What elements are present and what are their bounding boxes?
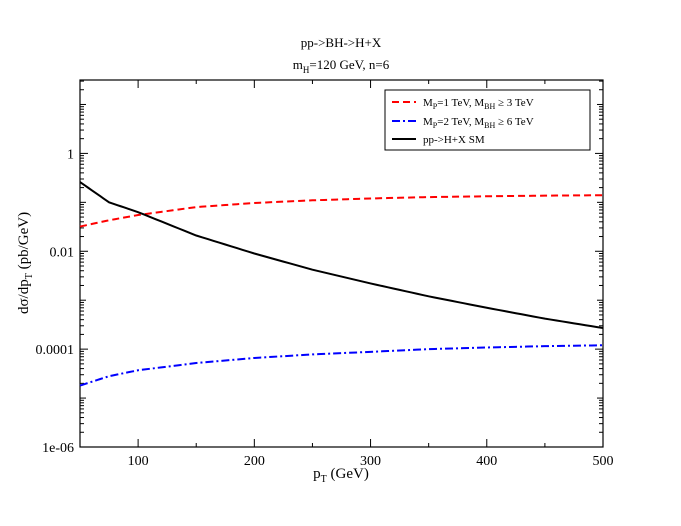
- legend: MP=1 TeV, MBH ≥ 3 TeV MP=2 TeV, MBH ≥ 6 …: [384, 89, 591, 151]
- y-tick-label: 0.01: [50, 245, 75, 260]
- series-group: [79, 181, 604, 387]
- legend-label-mp1: MP=1 TeV, MBH ≥ 3 TeV: [423, 97, 534, 111]
- x-tick-label: 400: [476, 454, 497, 469]
- x-axis-label: pT (GeV): [313, 466, 369, 485]
- x-tick-label: 300: [360, 454, 381, 469]
- x-tick-label: 500: [593, 454, 614, 469]
- y-tick-label: 0.0001: [36, 343, 75, 358]
- chart-subtitle: mH=120 GeV, n=6: [293, 57, 390, 75]
- chart-title: pp->BH->H+X: [301, 35, 382, 50]
- y-axis: 1e-06 0.0001 0.01 1: [36, 80, 603, 456]
- y-tick-label: 1: [67, 147, 74, 162]
- legend-box: [384, 89, 591, 151]
- x-axis: 100 200 300 400 500: [79, 80, 614, 469]
- legend-label-sm: pp->H+X SM: [423, 134, 485, 146]
- series-line-2: [79, 181, 604, 330]
- y-axis-label: dσ/dpT (pb/GeV): [16, 212, 35, 314]
- plot-frame: [79, 79, 604, 448]
- y-tick-label: 1e-06: [42, 441, 74, 456]
- x-tick-label: 200: [244, 454, 265, 469]
- x-tick-label: 100: [128, 454, 149, 469]
- legend-label-mp2: MP=2 TeV, MBH ≥ 6 TeV: [423, 116, 534, 130]
- series-line-1: [79, 344, 604, 387]
- series-line-0: [79, 194, 604, 228]
